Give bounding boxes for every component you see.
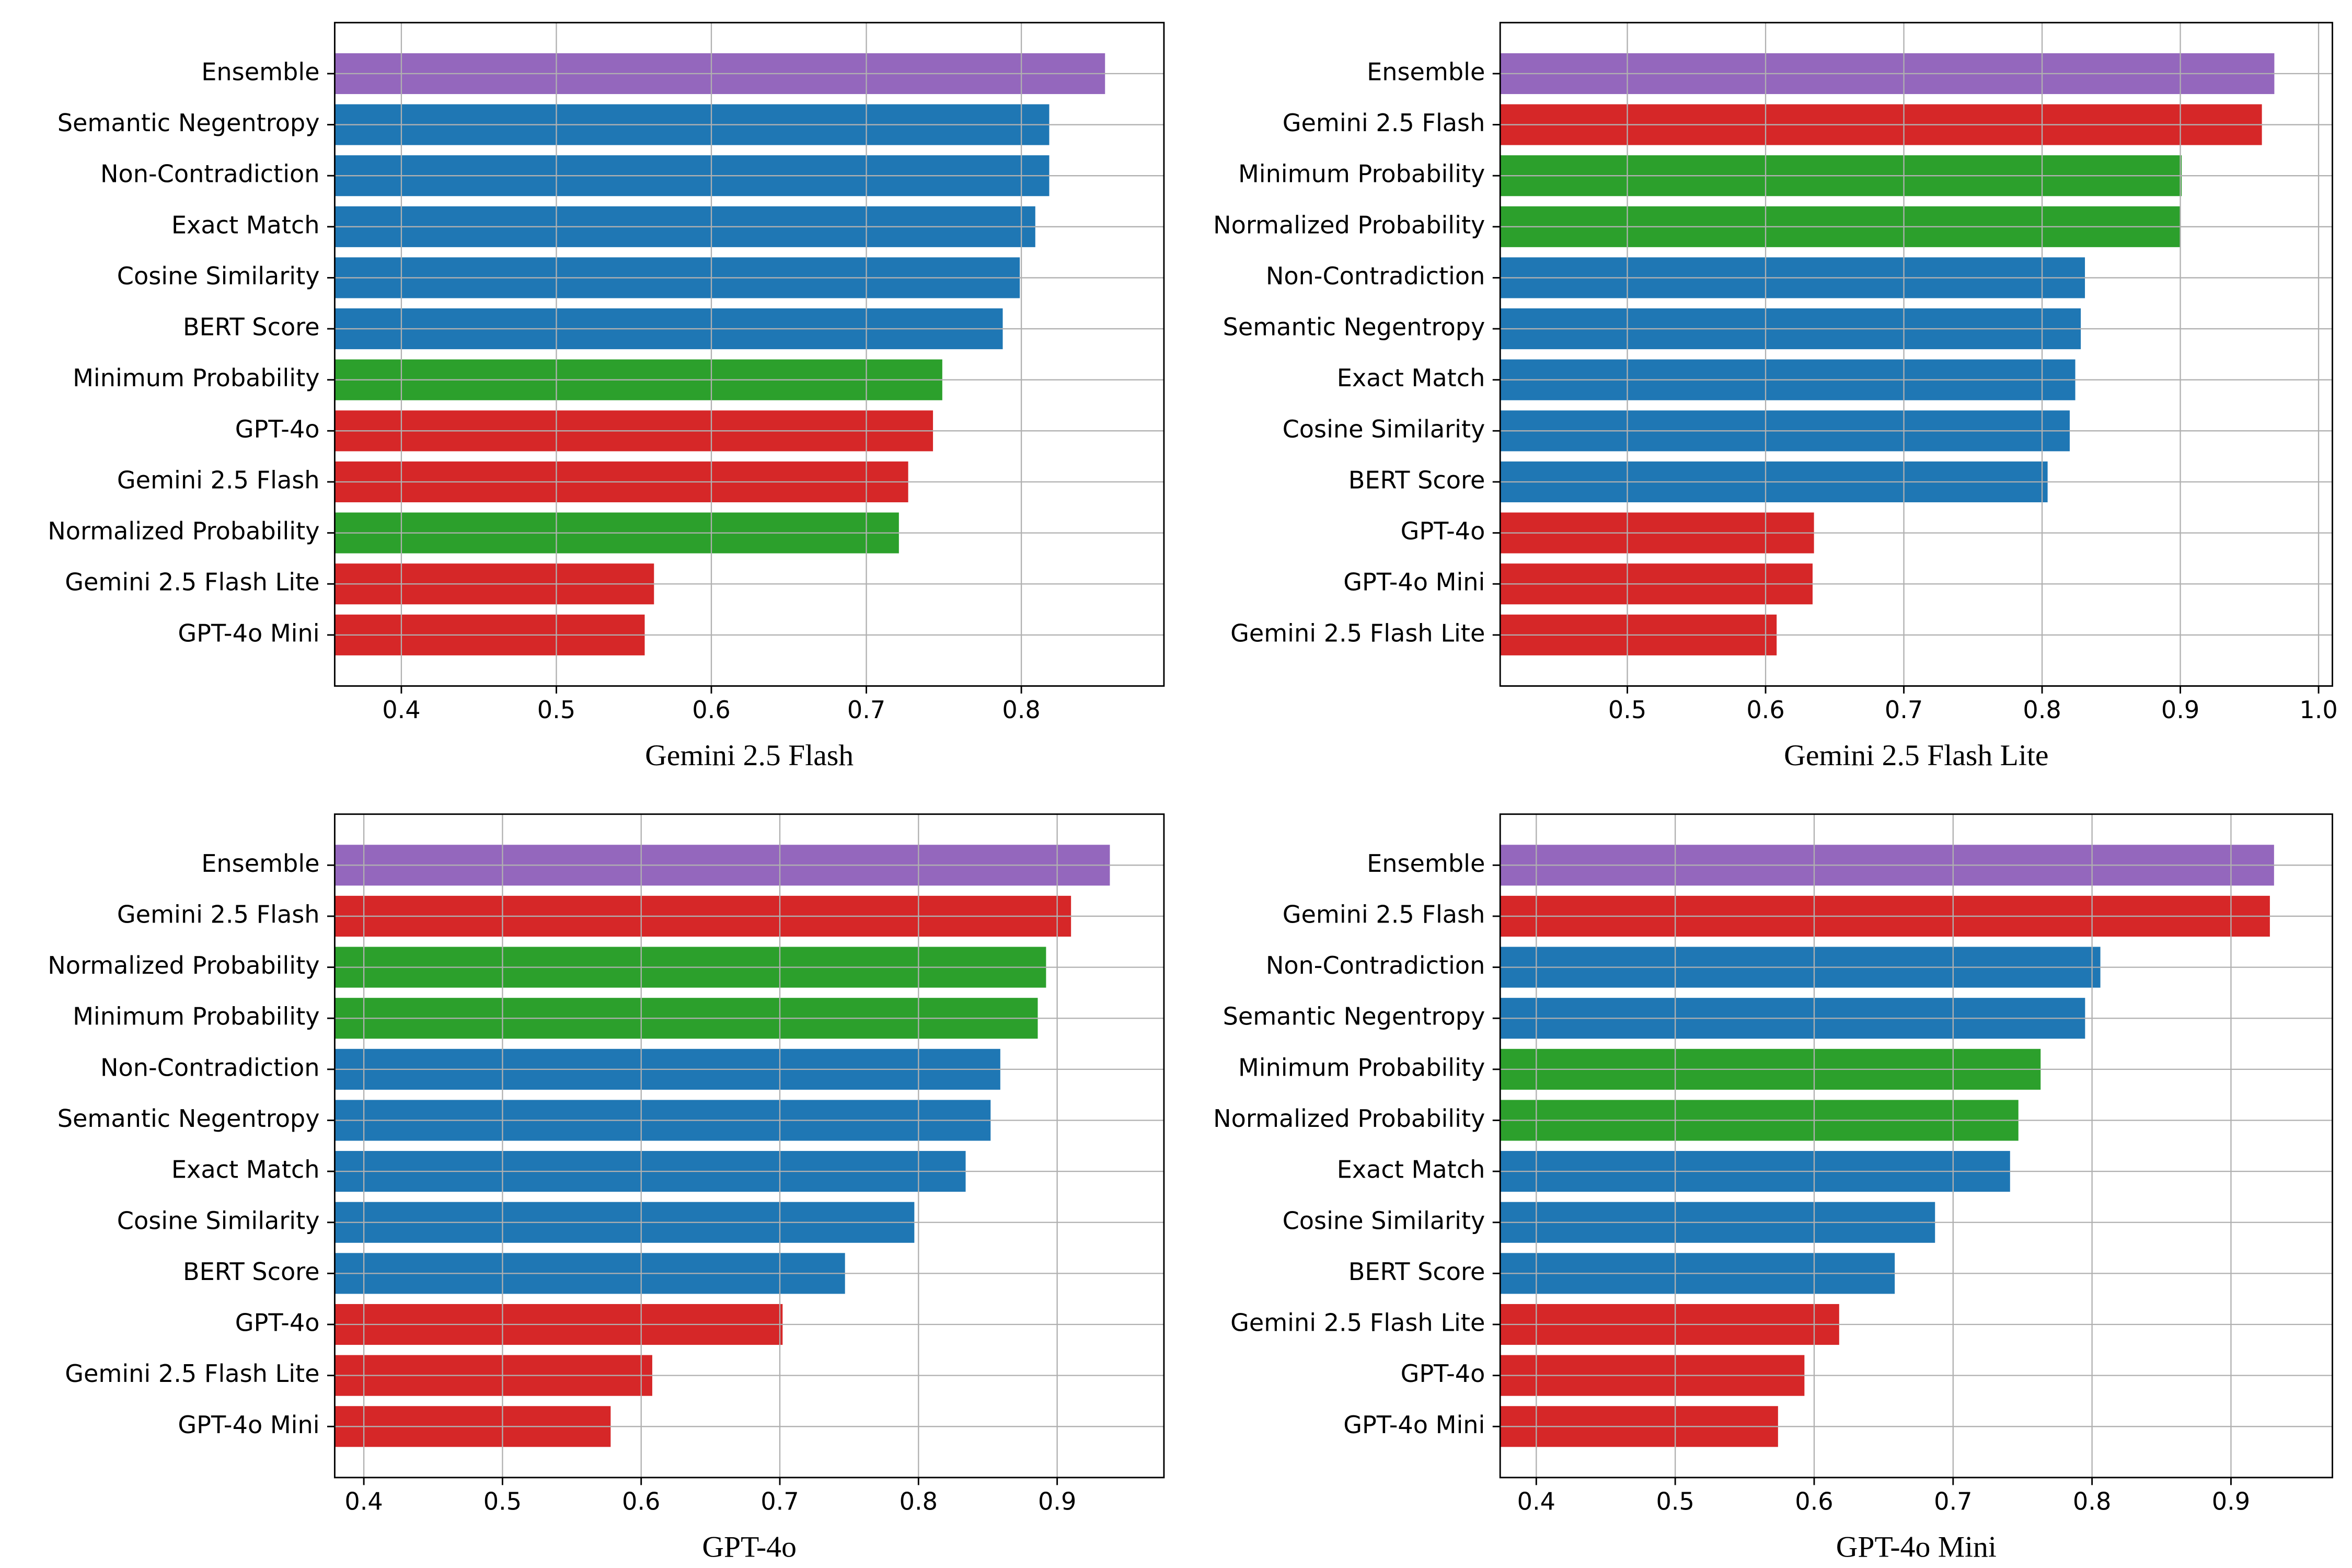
x-tick-label: 0.4 [1517, 1487, 1555, 1515]
y-tick-label: Cosine Similarity [117, 1206, 320, 1235]
x-tick-label: 0.7 [847, 696, 885, 724]
y-tick-label: Normalized Probability [1213, 211, 1485, 239]
y-tick-label: Semantic Negentropy [57, 109, 320, 137]
y-tick-label: GPT-4o Mini [1343, 1411, 1485, 1439]
y-tick-label: Normalized Probability [48, 951, 319, 979]
y-tick-label: Ensemble [201, 57, 319, 86]
y-tick-label: Normalized Probability [1213, 1104, 1485, 1133]
x-tick-label: 0.5 [537, 696, 575, 724]
y-tick-label: Gemini 2.5 Flash [1283, 109, 1485, 137]
chart-title: GPT-4o Mini [1836, 1531, 1997, 1564]
x-tick-label: 0.6 [692, 696, 730, 724]
x-tick-label: 0.5 [1608, 696, 1646, 724]
plot-frame [1499, 21, 2333, 687]
x-tick-label: 0.4 [344, 1487, 383, 1515]
y-tick-label: Semantic Negentropy [57, 1104, 320, 1133]
y-tick-label: Exact Match [1337, 1156, 1485, 1184]
y-tick-label: Cosine Similarity [1283, 1206, 1485, 1235]
x-tick-label: 0.9 [1038, 1487, 1076, 1515]
plot-frame [333, 813, 1165, 1479]
y-tick-label: GPT-4o [1401, 1359, 1485, 1388]
y-tick-label: Ensemble [1367, 849, 1485, 878]
y-tick-label: Minimum Probability [73, 364, 319, 392]
x-tick-label: 0.6 [1746, 696, 1784, 724]
y-tick-label: GPT-4o [235, 1309, 320, 1337]
y-tick-label: Non-Contradiction [100, 1053, 320, 1081]
y-tick-label: Exact Match [171, 1156, 320, 1184]
x-tick-label: 0.5 [1656, 1487, 1694, 1515]
y-tick-label: Minimum Probability [1238, 160, 1485, 188]
x-tick-label: 0.9 [2212, 1487, 2250, 1515]
chart-title: Gemini 2.5 Flash Lite [1784, 739, 2048, 772]
y-tick-label: Gemini 2.5 Flash [1283, 900, 1485, 928]
x-tick-label: 0.7 [1885, 696, 1923, 724]
y-tick-label: Gemini 2.5 Flash Lite [65, 568, 319, 596]
y-tick-label: BERT Score [183, 313, 320, 341]
y-tick-label: Non-Contradiction [1266, 262, 1485, 290]
y-tick-label: Cosine Similarity [1283, 415, 1485, 443]
y-tick-label: Normalized Probability [48, 517, 319, 545]
y-tick-label: Gemini 2.5 Flash Lite [1230, 619, 1485, 647]
x-tick-label: 0.6 [1795, 1487, 1833, 1515]
chart-title: Gemini 2.5 Flash [645, 739, 854, 772]
x-tick-label: 0.6 [622, 1487, 660, 1515]
x-tick-label: 0.8 [2073, 1487, 2111, 1515]
plot-frame [1499, 813, 2333, 1479]
y-tick-label: GPT-4o Mini [1343, 568, 1485, 596]
y-tick-label: GPT-4o Mini [178, 1411, 319, 1439]
y-tick-label: Non-Contradiction [100, 160, 320, 188]
y-tick-label: Minimum Probability [73, 1002, 319, 1031]
y-tick-label: Exact Match [171, 211, 320, 239]
y-tick-label: Gemini 2.5 Flash Lite [1230, 1309, 1485, 1337]
y-tick-label: BERT Score [1348, 466, 1485, 494]
y-tick-label: Semantic Negentropy [1223, 1002, 1485, 1031]
y-tick-label: BERT Score [183, 1258, 320, 1286]
x-tick-label: 0.8 [1002, 696, 1040, 724]
y-tick-label: GPT-4o Mini [178, 619, 319, 647]
y-tick-label: Ensemble [201, 849, 319, 878]
x-tick-label: 0.5 [483, 1487, 522, 1515]
x-tick-label: 0.7 [760, 1487, 799, 1515]
x-tick-label: 0.8 [900, 1487, 938, 1515]
plot-frame [333, 21, 1165, 687]
y-tick-label: Non-Contradiction [1266, 951, 1485, 979]
x-tick-label: 0.9 [2161, 696, 2199, 724]
x-tick-label: 0.4 [382, 696, 420, 724]
y-tick-label: Gemini 2.5 Flash [117, 466, 320, 494]
y-tick-label: Minimum Probability [1238, 1053, 1485, 1081]
y-tick-label: Exact Match [1337, 364, 1485, 392]
x-tick-label: 1.0 [2299, 696, 2337, 724]
y-tick-label: Cosine Similarity [117, 262, 320, 290]
y-tick-label: Gemini 2.5 Flash Lite [65, 1359, 319, 1388]
y-tick-label: GPT-4o [1401, 517, 1485, 545]
y-tick-label: GPT-4o [235, 415, 320, 443]
x-tick-label: 0.8 [2023, 696, 2061, 724]
chart-title: GPT-4o [702, 1531, 797, 1564]
y-tick-label: Semantic Negentropy [1223, 313, 1485, 341]
y-tick-label: BERT Score [1348, 1258, 1485, 1286]
y-tick-label: Gemini 2.5 Flash [117, 900, 320, 928]
y-tick-label: Ensemble [1367, 57, 1485, 86]
x-tick-label: 0.7 [1934, 1487, 1972, 1515]
